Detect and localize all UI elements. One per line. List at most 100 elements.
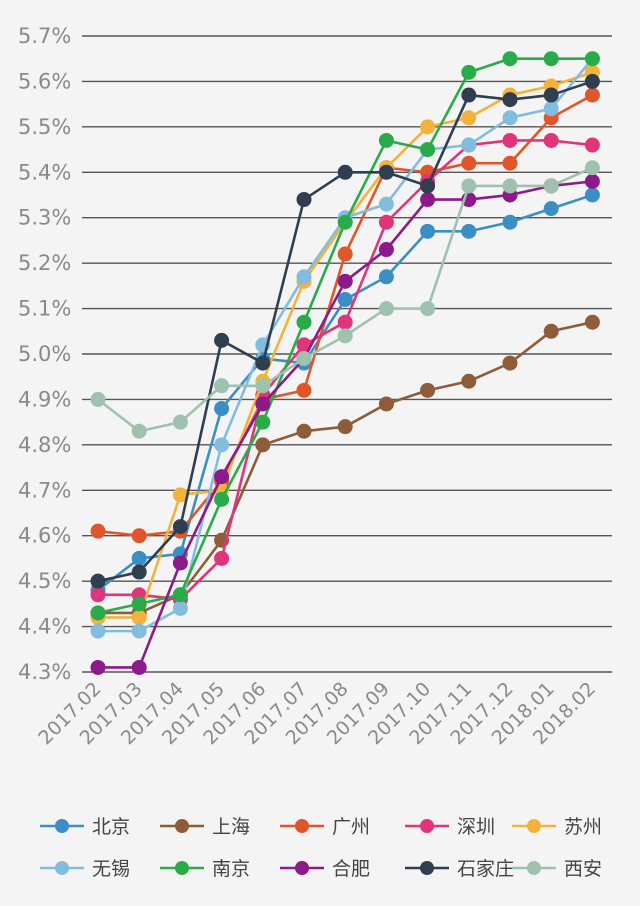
legend-label: 上海 — [212, 816, 250, 838]
data-point — [461, 373, 477, 389]
legend-marker — [175, 861, 189, 875]
data-point — [214, 550, 230, 566]
data-point — [296, 314, 312, 330]
data-point — [255, 378, 271, 394]
legend-item: 深圳 — [405, 816, 495, 838]
y-tick-label: 5.5% — [18, 115, 71, 139]
data-point — [420, 142, 436, 158]
data-point — [584, 137, 600, 153]
data-point — [502, 355, 518, 371]
data-point — [90, 391, 106, 407]
data-point — [461, 110, 477, 126]
y-axis-ticks: 5.7% 5.6% 5.5% 5.4% 5.3% 5.2% 5.1% 5.0% 4.9% 4.8%… — [18, 24, 71, 684]
data-point — [337, 328, 353, 344]
data-point — [378, 396, 394, 412]
data-point — [543, 101, 559, 117]
data-point — [584, 314, 600, 330]
data-point — [461, 87, 477, 103]
legend-label: 苏州 — [564, 816, 602, 838]
data-point — [337, 214, 353, 230]
data-point — [296, 351, 312, 367]
data-point — [502, 214, 518, 230]
series-line — [98, 139, 593, 601]
data-point — [337, 164, 353, 180]
data-point — [502, 110, 518, 126]
data-point — [90, 587, 106, 603]
data-point — [461, 64, 477, 80]
data-point — [131, 623, 147, 639]
data-point — [131, 550, 147, 566]
legend-marker — [55, 861, 69, 875]
data-point — [172, 555, 188, 571]
legend-label: 深圳 — [457, 816, 495, 838]
data-point — [378, 196, 394, 212]
data-point — [584, 87, 600, 103]
legend-item: 无锡 — [40, 858, 130, 880]
y-tick-label: 4.4% — [18, 615, 71, 639]
series-1 — [90, 314, 600, 621]
data-point — [172, 587, 188, 603]
data-point — [296, 269, 312, 285]
data-point — [543, 201, 559, 217]
legend-item: 石家庄 — [405, 858, 514, 880]
y-tick-label: 4.6% — [18, 524, 71, 548]
y-tick-label: 4.9% — [18, 387, 71, 411]
data-point — [172, 519, 188, 535]
y-tick-label: 4.8% — [18, 433, 71, 457]
data-point — [502, 51, 518, 67]
legend-item: 北京 — [40, 816, 130, 838]
data-point — [131, 609, 147, 625]
data-point — [131, 423, 147, 439]
y-tick-label: 5.4% — [18, 160, 71, 184]
legend-label: 合肥 — [332, 858, 370, 880]
data-point — [90, 573, 106, 589]
data-point — [337, 291, 353, 307]
data-point — [420, 192, 436, 208]
data-point — [255, 437, 271, 453]
legend-marker — [527, 819, 541, 833]
legend-label: 无锡 — [92, 858, 130, 880]
legend-marker — [295, 861, 309, 875]
data-point — [543, 323, 559, 339]
series-8 — [90, 73, 600, 589]
data-point — [296, 337, 312, 353]
series-lines — [90, 51, 600, 675]
data-point — [214, 491, 230, 507]
data-point — [214, 332, 230, 348]
data-point — [296, 382, 312, 398]
data-point — [214, 437, 230, 453]
data-point — [378, 164, 394, 180]
legend-marker — [420, 861, 434, 875]
y-tick-label: 4.3% — [18, 660, 71, 684]
data-point — [131, 596, 147, 612]
data-point — [461, 155, 477, 171]
data-point — [584, 160, 600, 176]
data-point — [337, 273, 353, 289]
data-point — [90, 623, 106, 639]
legend-marker — [527, 861, 541, 875]
data-point — [420, 301, 436, 317]
y-tick-label: 5.6% — [18, 69, 71, 93]
data-point — [90, 659, 106, 675]
y-tick-label: 5.1% — [18, 297, 71, 321]
data-point — [461, 223, 477, 239]
data-point — [255, 355, 271, 371]
data-point — [378, 301, 394, 317]
data-point — [502, 178, 518, 194]
legend-marker — [175, 819, 189, 833]
series-6 — [90, 51, 600, 621]
y-tick-label: 5.0% — [18, 342, 71, 366]
data-point — [543, 132, 559, 148]
gridlines — [82, 35, 612, 673]
data-point — [502, 155, 518, 171]
data-point — [461, 178, 477, 194]
legend-label: 广州 — [332, 816, 370, 838]
series-line — [98, 57, 594, 633]
data-point — [131, 564, 147, 580]
legend-marker — [295, 819, 309, 833]
legend-marker — [55, 819, 69, 833]
series-line — [98, 320, 593, 615]
